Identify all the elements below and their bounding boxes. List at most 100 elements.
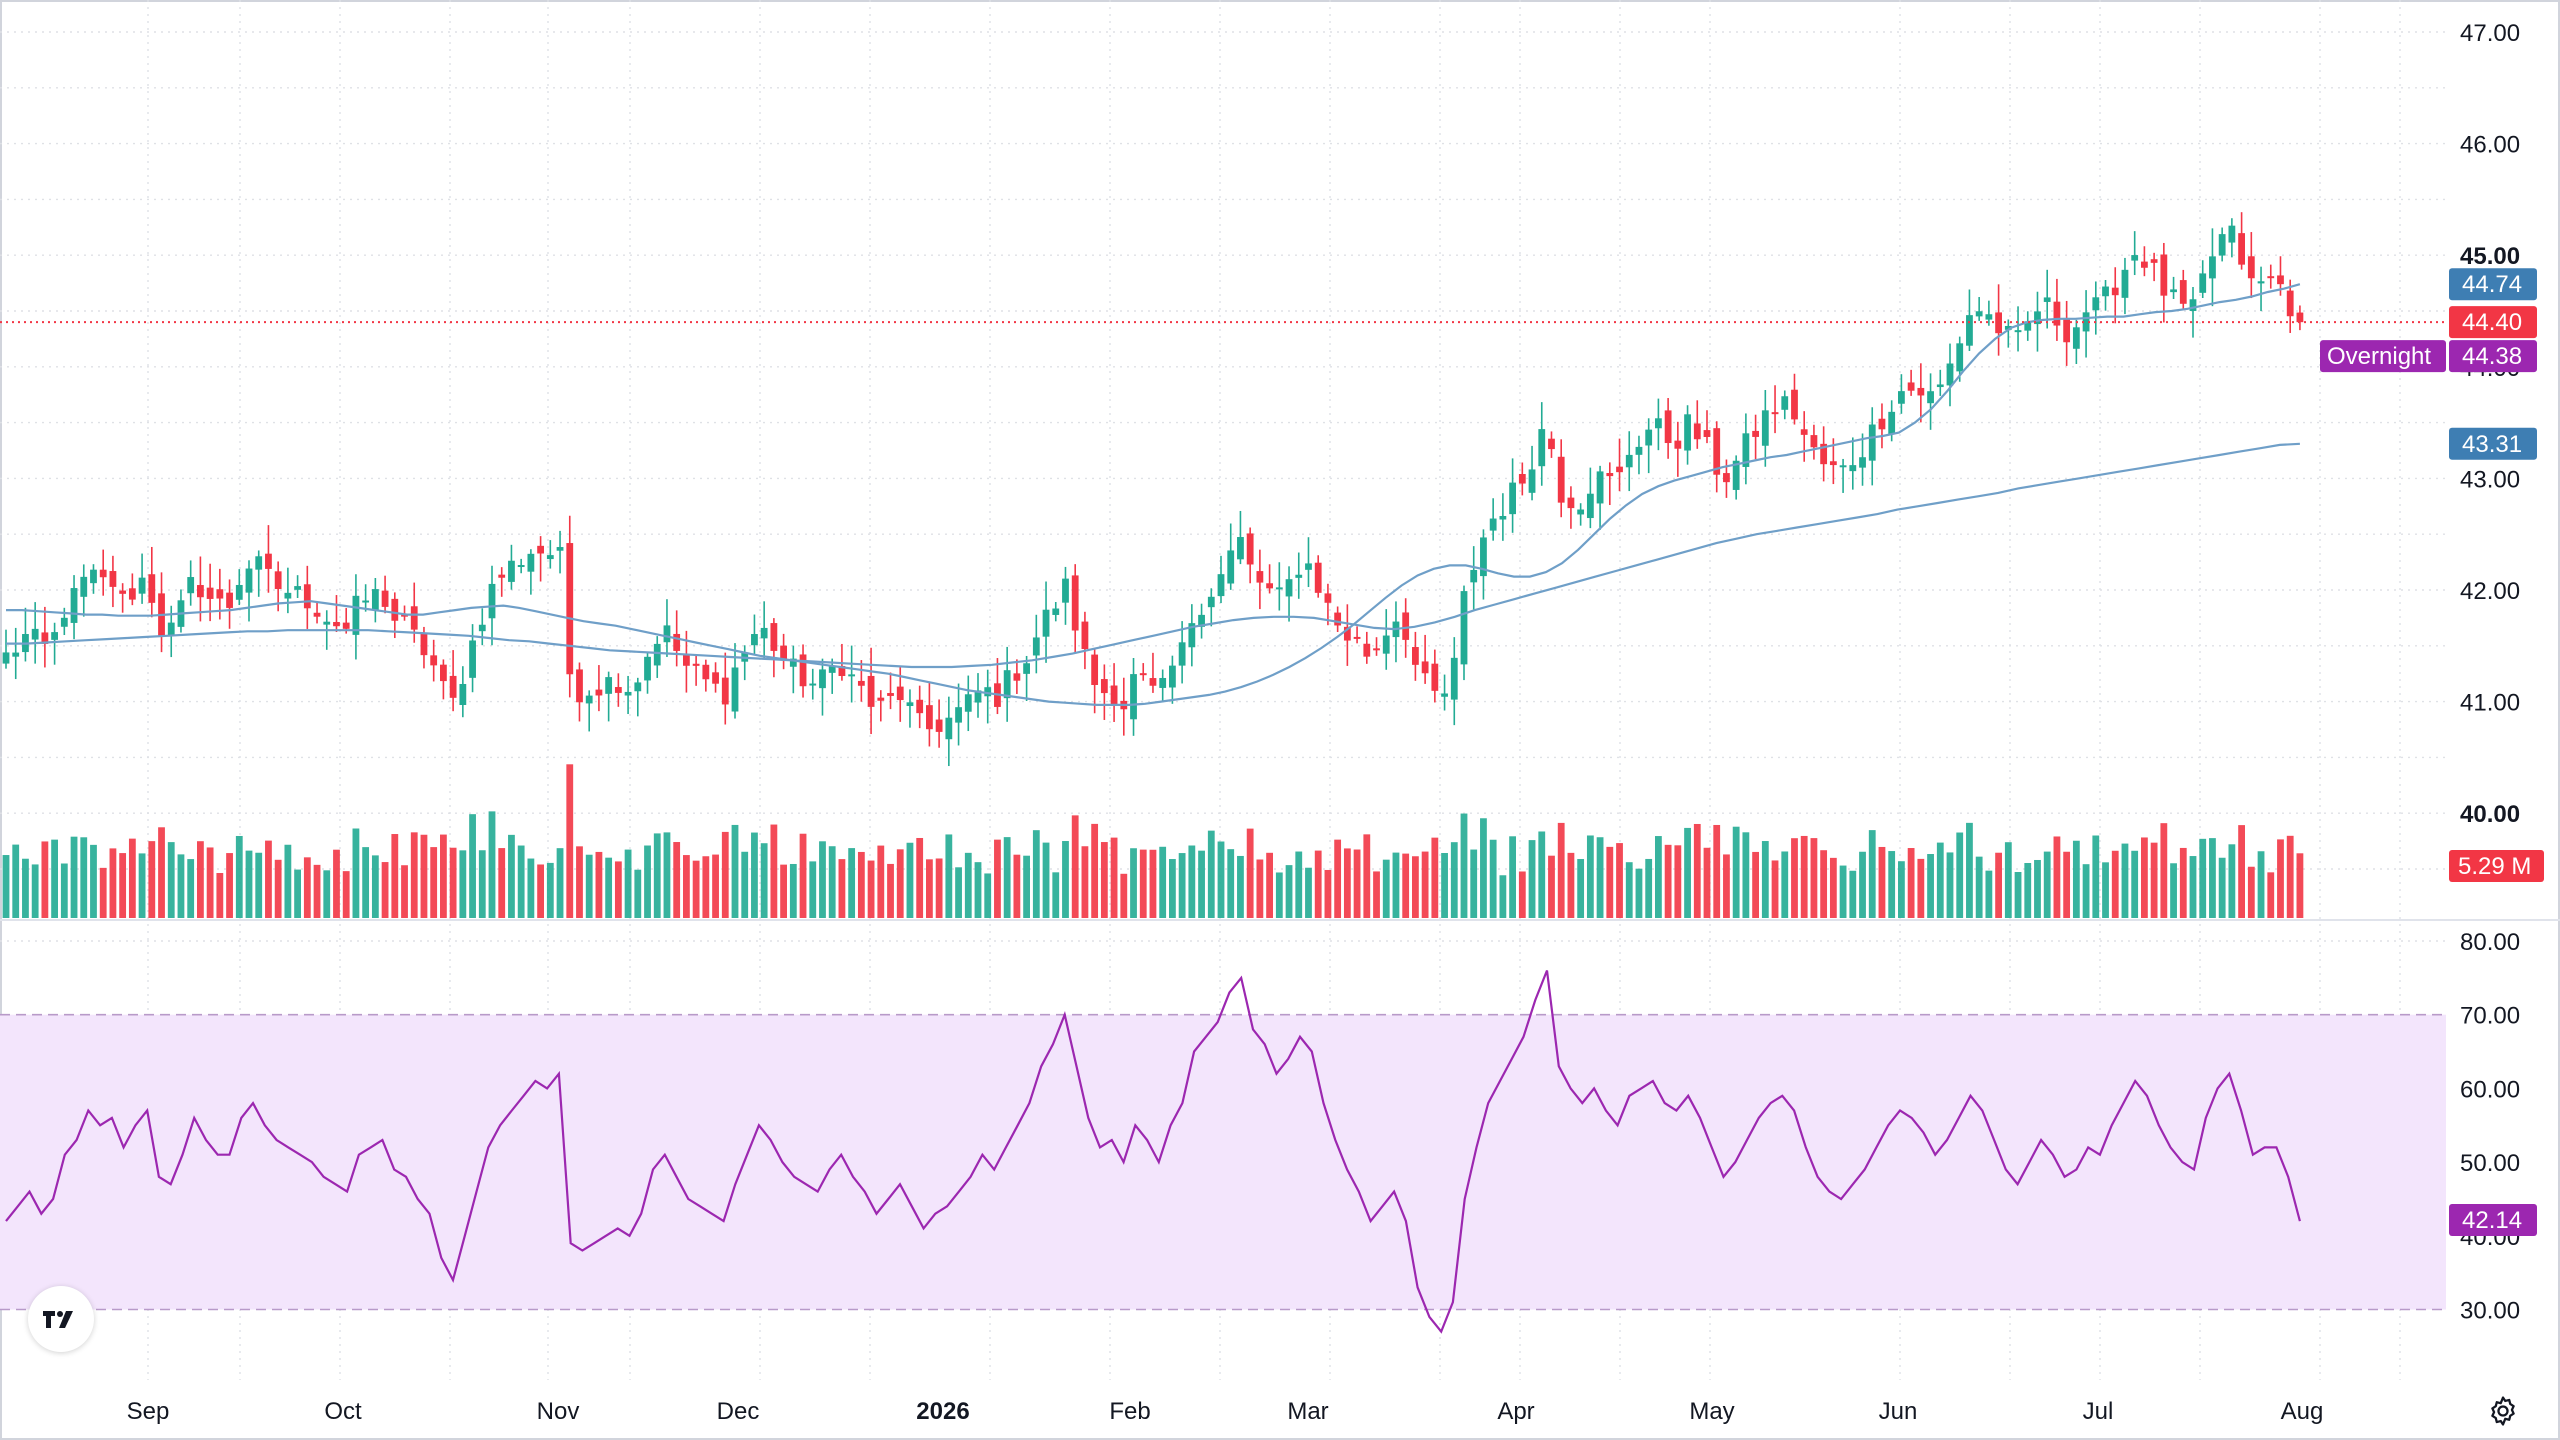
volume-bar bbox=[2024, 862, 2032, 918]
rsi-line bbox=[5, 970, 2301, 1334]
volume-bar bbox=[605, 857, 613, 918]
volume-bar bbox=[323, 870, 331, 918]
candle-body bbox=[576, 669, 583, 703]
candle-body bbox=[819, 669, 826, 689]
volume-bar bbox=[585, 854, 593, 918]
tradingview-logo-button[interactable] bbox=[28, 1286, 94, 1352]
candle-body bbox=[2121, 269, 2129, 298]
volume-bar bbox=[1917, 858, 1925, 918]
candle-body bbox=[945, 717, 953, 740]
volume-bar bbox=[70, 836, 78, 918]
candle-body bbox=[712, 672, 719, 684]
candle-body bbox=[1149, 678, 1157, 686]
volume-bar bbox=[517, 845, 525, 918]
volume-bar bbox=[1480, 818, 1487, 918]
volume-bar bbox=[1110, 837, 1118, 918]
gear-icon[interactable] bbox=[2486, 1394, 2520, 1428]
candle-body bbox=[2257, 281, 2265, 284]
volume-bar bbox=[41, 841, 49, 918]
volume-bar bbox=[1907, 848, 1915, 918]
candle-body bbox=[2034, 311, 2041, 325]
volume-bar bbox=[2296, 853, 2304, 918]
volume-bar bbox=[1071, 815, 1079, 918]
volume-bar bbox=[1995, 852, 2002, 918]
svg-text:43.31: 43.31 bbox=[2462, 431, 2522, 458]
volume-bar bbox=[887, 863, 894, 918]
candle-body bbox=[2043, 297, 2051, 302]
volume-bar bbox=[2043, 851, 2051, 918]
candle-body bbox=[430, 655, 438, 666]
volume-bar bbox=[809, 861, 817, 918]
volume-bar bbox=[1421, 851, 1429, 918]
volume-bar bbox=[1868, 830, 1876, 918]
candle-body bbox=[1363, 643, 1371, 657]
volume-bar bbox=[60, 863, 68, 918]
volume-bar bbox=[546, 862, 554, 918]
candle-body bbox=[2238, 233, 2245, 265]
volume-bar bbox=[2072, 840, 2080, 918]
candle-body bbox=[255, 556, 263, 570]
volume-bar bbox=[1382, 859, 1390, 918]
volume-bar bbox=[420, 834, 428, 918]
rsi-tick-label: 60.00 bbox=[2460, 1076, 2520, 1103]
volume-bar bbox=[1742, 832, 1750, 918]
volume-bar bbox=[197, 841, 204, 918]
volume-bar bbox=[12, 844, 20, 918]
candle-body bbox=[916, 699, 924, 714]
volume-bar bbox=[148, 841, 156, 918]
candle-body bbox=[1752, 430, 1759, 437]
candle-body bbox=[1198, 614, 1205, 627]
volume-bar bbox=[1198, 850, 1205, 918]
volume-bar bbox=[90, 844, 97, 918]
candle-body bbox=[2209, 256, 2216, 279]
candle-body bbox=[284, 592, 292, 599]
volume-bar bbox=[1713, 824, 1721, 918]
candle-body bbox=[167, 622, 175, 636]
volume-bar bbox=[1324, 869, 1332, 918]
candle-body bbox=[197, 585, 204, 598]
volume-bar bbox=[294, 869, 301, 918]
volume-bar bbox=[1256, 859, 1264, 918]
candle-body bbox=[1032, 637, 1040, 656]
volume-bar bbox=[1586, 835, 1594, 918]
volume-bar bbox=[1898, 861, 1905, 918]
volume-bar bbox=[2111, 850, 2119, 918]
volume-bar bbox=[1003, 837, 1011, 918]
volume-bar bbox=[1412, 856, 1419, 918]
volume-bar bbox=[1489, 839, 1497, 918]
price-tick-label: 47.00 bbox=[2460, 20, 2520, 47]
candle-body bbox=[245, 568, 253, 593]
volume-bar bbox=[1703, 847, 1711, 918]
volume-bar bbox=[1693, 823, 1701, 918]
volume-bar bbox=[1645, 858, 1653, 918]
candle-body bbox=[692, 663, 700, 666]
time-axis-label: Jul bbox=[2083, 1398, 2114, 1425]
candle-body bbox=[119, 590, 127, 594]
candle-body bbox=[1217, 574, 1225, 597]
candle-body bbox=[2247, 256, 2255, 279]
candle-body bbox=[1966, 315, 1973, 346]
volume-bar bbox=[1305, 867, 1312, 918]
candle-body bbox=[1052, 608, 1060, 615]
time-axis-label: Jun bbox=[1879, 1398, 1918, 1425]
volume-bar bbox=[1042, 842, 1050, 918]
candle-body bbox=[148, 574, 156, 603]
volume-bar bbox=[2238, 825, 2245, 918]
volume-bar bbox=[644, 845, 651, 918]
candle-body bbox=[420, 633, 428, 656]
volume-bar bbox=[789, 863, 797, 918]
candle-body bbox=[265, 553, 272, 569]
volume-bar bbox=[2092, 835, 2100, 918]
volume-bar bbox=[235, 835, 243, 918]
candle-body bbox=[2063, 317, 2071, 343]
volume-bar bbox=[352, 828, 360, 918]
candle-body bbox=[2004, 325, 2012, 330]
candle-body bbox=[1859, 457, 1866, 468]
candle-body bbox=[342, 622, 350, 629]
volume-bar bbox=[1849, 870, 1857, 918]
candle-body bbox=[2141, 261, 2148, 268]
candle-body bbox=[138, 577, 146, 594]
volume-bar bbox=[1509, 836, 1516, 918]
